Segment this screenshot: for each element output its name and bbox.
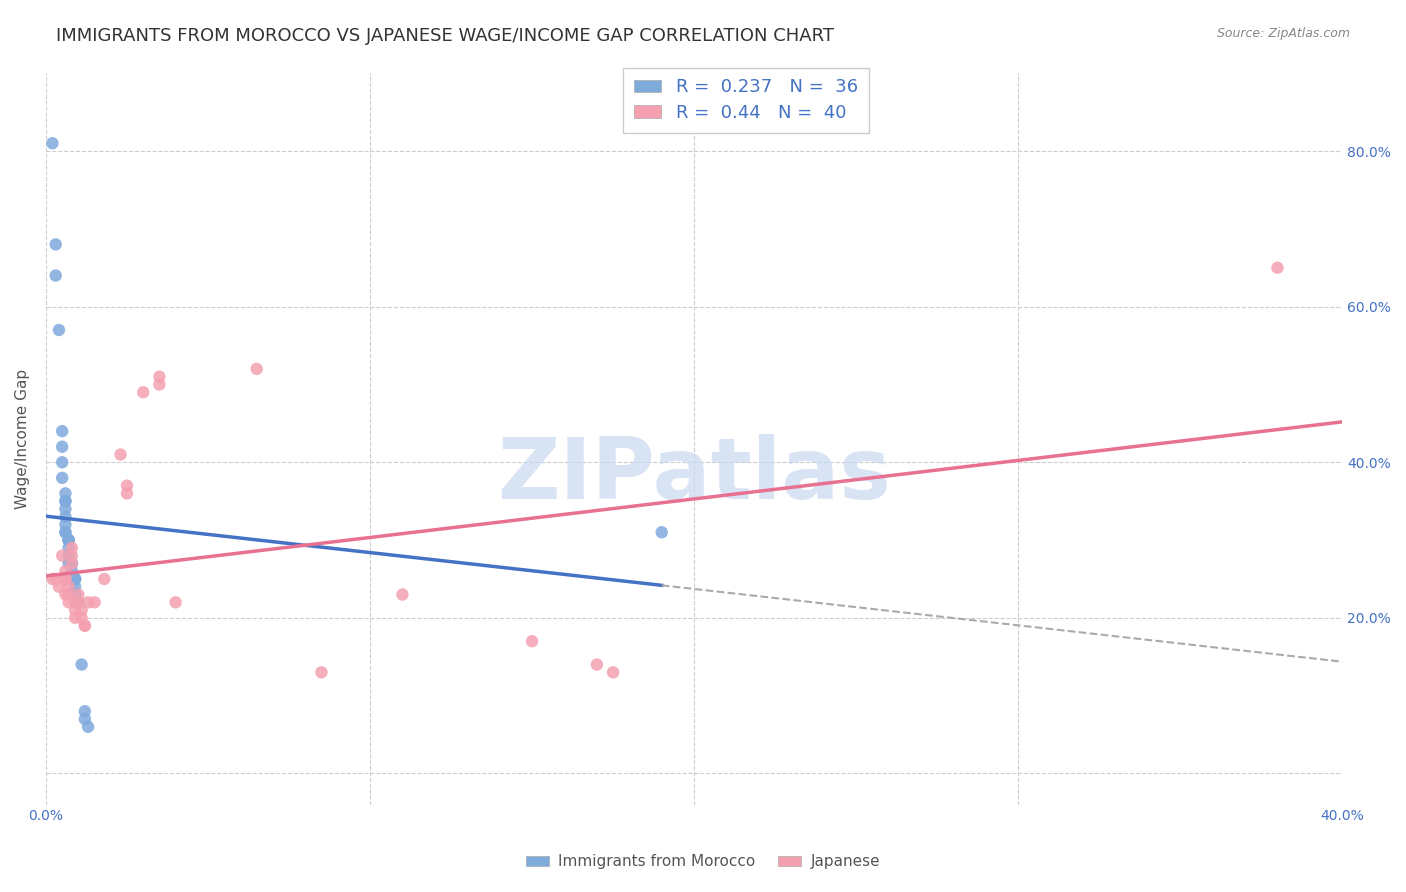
Point bbox=[83, 595, 105, 609]
Point bbox=[67, 588, 90, 602]
Point bbox=[58, 557, 80, 571]
Point bbox=[165, 595, 187, 609]
Text: ZIPatlas: ZIPatlas bbox=[498, 434, 891, 517]
Point bbox=[70, 611, 93, 625]
Point bbox=[45, 268, 67, 283]
Point bbox=[70, 603, 93, 617]
Point bbox=[58, 533, 80, 547]
Point bbox=[55, 486, 77, 500]
Y-axis label: Wage/Income Gap: Wage/Income Gap bbox=[15, 369, 30, 509]
Point bbox=[55, 525, 77, 540]
Text: IMMIGRANTS FROM MOROCCO VS JAPANESE WAGE/INCOME GAP CORRELATION CHART: IMMIGRANTS FROM MOROCCO VS JAPANESE WAGE… bbox=[56, 27, 834, 45]
Point bbox=[48, 580, 70, 594]
Point bbox=[60, 549, 83, 563]
Point bbox=[60, 557, 83, 571]
Point bbox=[520, 634, 543, 648]
Point bbox=[41, 572, 63, 586]
Point bbox=[55, 588, 77, 602]
Point bbox=[55, 572, 77, 586]
Point bbox=[148, 377, 170, 392]
Point bbox=[55, 502, 77, 516]
Point bbox=[51, 471, 73, 485]
Point bbox=[63, 572, 86, 586]
Point bbox=[391, 588, 413, 602]
Point bbox=[77, 595, 100, 609]
Point bbox=[58, 533, 80, 547]
Point bbox=[1267, 260, 1289, 275]
Point bbox=[110, 448, 132, 462]
Point bbox=[311, 665, 333, 680]
Point bbox=[60, 557, 83, 571]
Point bbox=[115, 486, 138, 500]
Point bbox=[63, 580, 86, 594]
Point bbox=[51, 440, 73, 454]
Point bbox=[602, 665, 624, 680]
Point bbox=[58, 549, 80, 563]
Point bbox=[246, 362, 269, 376]
Point bbox=[73, 712, 96, 726]
Point bbox=[51, 424, 73, 438]
Point bbox=[115, 478, 138, 492]
Point bbox=[73, 618, 96, 632]
Point bbox=[58, 533, 80, 547]
Point bbox=[55, 572, 77, 586]
Legend: Immigrants from Morocco, Japanese: Immigrants from Morocco, Japanese bbox=[520, 848, 886, 875]
Point bbox=[67, 595, 90, 609]
Point bbox=[93, 572, 115, 586]
Point bbox=[58, 533, 80, 547]
Point bbox=[45, 572, 67, 586]
Point bbox=[60, 557, 83, 571]
Point bbox=[55, 494, 77, 508]
Point bbox=[60, 541, 83, 555]
Point bbox=[45, 237, 67, 252]
Point bbox=[48, 323, 70, 337]
Point bbox=[586, 657, 609, 672]
Point bbox=[77, 720, 100, 734]
Point bbox=[58, 588, 80, 602]
Point bbox=[132, 385, 155, 400]
Point bbox=[55, 564, 77, 578]
Point bbox=[60, 564, 83, 578]
Point bbox=[63, 588, 86, 602]
Point bbox=[73, 618, 96, 632]
Point bbox=[651, 525, 673, 540]
Legend: R =  0.237   N =  36, R =  0.44   N =  40: R = 0.237 N = 36, R = 0.44 N = 40 bbox=[623, 68, 869, 133]
Point bbox=[67, 595, 90, 609]
Point bbox=[63, 603, 86, 617]
Point bbox=[58, 541, 80, 555]
Point bbox=[63, 595, 86, 609]
Point bbox=[63, 572, 86, 586]
Point bbox=[55, 494, 77, 508]
Point bbox=[63, 611, 86, 625]
Point bbox=[41, 136, 63, 151]
Point bbox=[55, 517, 77, 532]
Point bbox=[51, 455, 73, 469]
Point bbox=[58, 595, 80, 609]
Point bbox=[148, 369, 170, 384]
Point bbox=[70, 657, 93, 672]
Point bbox=[73, 704, 96, 718]
Point bbox=[51, 549, 73, 563]
Text: Source: ZipAtlas.com: Source: ZipAtlas.com bbox=[1216, 27, 1350, 40]
Point bbox=[55, 525, 77, 540]
Point bbox=[58, 580, 80, 594]
Point bbox=[55, 509, 77, 524]
